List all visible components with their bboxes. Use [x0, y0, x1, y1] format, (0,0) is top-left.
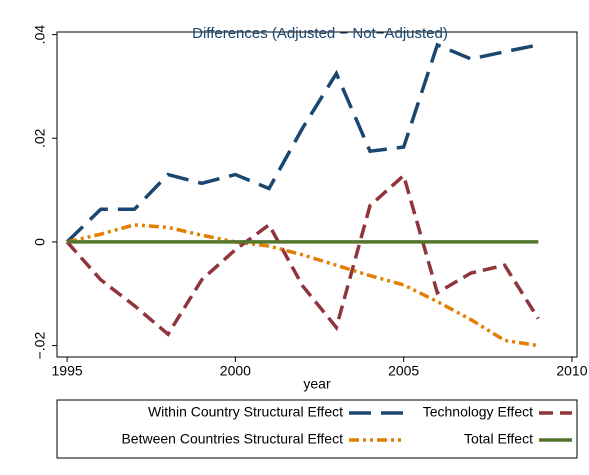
x-tick-label: 2005	[388, 363, 419, 379]
y-tick-label: 0	[32, 238, 48, 246]
y-tick-label: .02	[32, 128, 48, 148]
series-line	[66, 223, 539, 348]
x-tick-label: 1995	[52, 363, 83, 379]
legend-label: Total Effect	[464, 431, 533, 447]
legend-label: Technology Effect	[423, 404, 533, 420]
x-tick-label: 2010	[556, 363, 587, 379]
x-axis-label: year	[303, 376, 331, 392]
y-tick-label: −.02	[32, 332, 48, 360]
y-tick-label: .04	[32, 25, 48, 45]
legend	[56, 399, 578, 459]
legend-label: Within Country Structural Effect	[148, 404, 343, 420]
series-line	[65, 42, 539, 244]
series-line	[65, 172, 540, 337]
x-tick-label: 2000	[220, 363, 251, 379]
legend-label: Between Countries Structural Effect	[121, 431, 343, 447]
chart-title: Differences (Adjusted − Not−Adjusted)	[192, 25, 448, 42]
